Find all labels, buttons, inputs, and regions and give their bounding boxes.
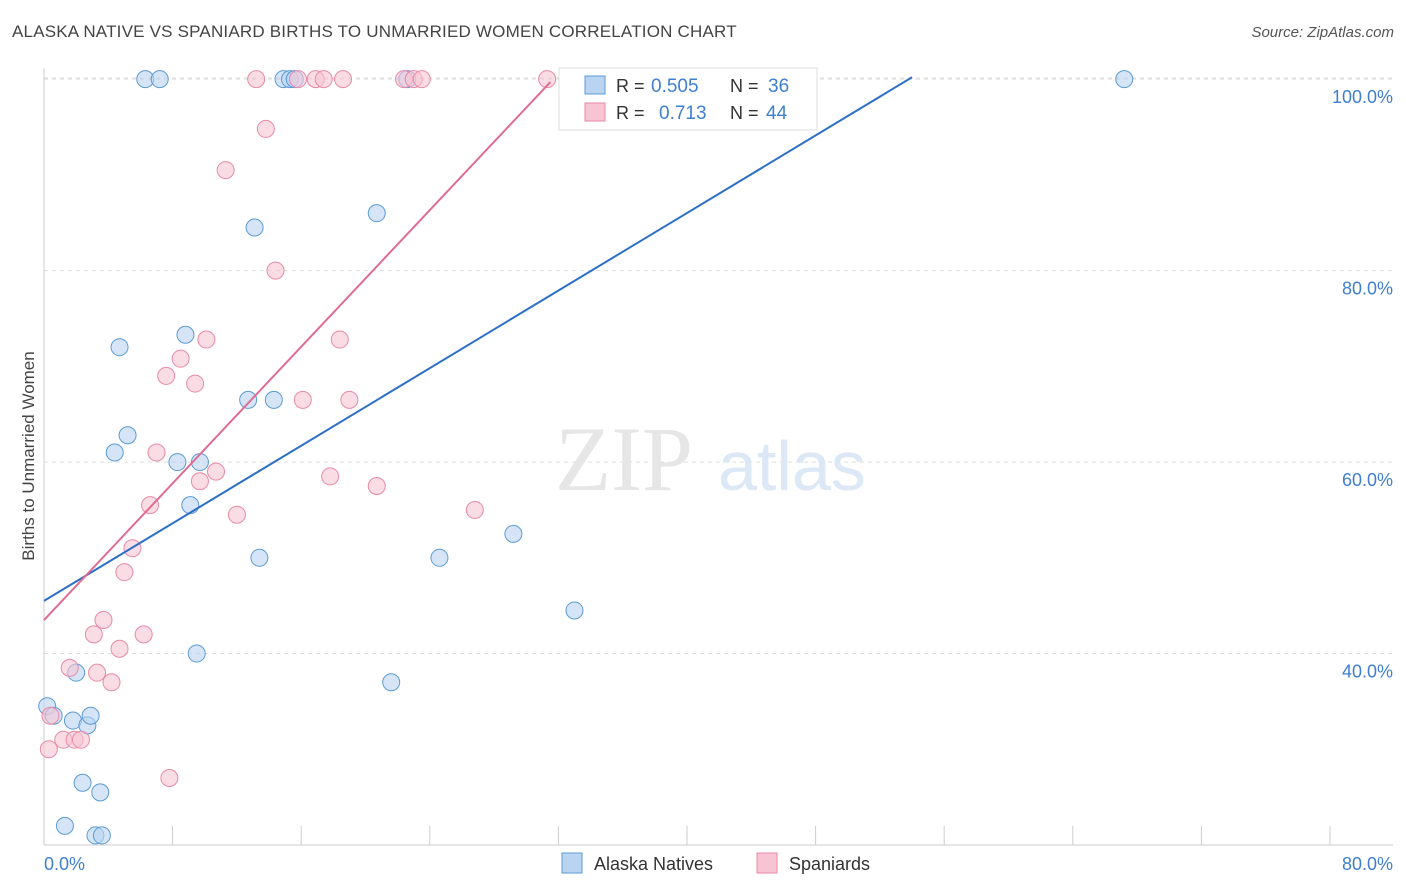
spaniards-point-25 bbox=[247, 70, 266, 89]
alaska-natives-point-13 bbox=[118, 426, 137, 445]
spaniards-point-19 bbox=[186, 374, 205, 393]
alaska-natives-point-33 bbox=[565, 601, 584, 620]
spaniards-point-15 bbox=[147, 443, 166, 462]
spaniards-point-28 bbox=[288, 70, 307, 89]
bottom-legend: Alaska Natives Spaniards bbox=[561, 852, 870, 874]
grid-lines bbox=[44, 77, 1393, 655]
alaska-natives-point-11 bbox=[105, 443, 124, 462]
alaska-natives-point-18 bbox=[181, 496, 200, 515]
legend-label-alaska-natives: Alaska Natives bbox=[594, 854, 713, 874]
alaska-natives-point-29 bbox=[382, 673, 401, 692]
alaska-natives-point-5 bbox=[73, 773, 92, 792]
spaniards-point-11 bbox=[115, 563, 134, 582]
spaniards-point-41 bbox=[538, 70, 557, 89]
stats-n-value-blue: 36 bbox=[768, 76, 789, 97]
alaska-natives-point-9 bbox=[91, 783, 110, 802]
spaniards-point-39 bbox=[412, 70, 431, 89]
y-tick-label-100: 100.0% bbox=[1332, 87, 1393, 107]
stats-legend: R = 0.505 N = 36 R = 0.713 N = 44 bbox=[558, 67, 818, 131]
spaniards-point-10 bbox=[110, 639, 129, 658]
alaska-natives-point-7 bbox=[81, 706, 100, 725]
alaska-natives-point-17 bbox=[176, 325, 195, 344]
alaska-natives-point-2 bbox=[55, 816, 74, 835]
spaniards-trend-line bbox=[43, 81, 552, 621]
stats-legend-swatch-blue bbox=[584, 75, 606, 95]
spaniards-point-36 bbox=[367, 477, 386, 496]
stats-r-label-pink: R = bbox=[616, 103, 645, 123]
alaska-natives-point-12 bbox=[110, 338, 129, 357]
legend-item-spaniards[interactable]: Spaniards bbox=[756, 852, 870, 874]
spaniards-point-14 bbox=[141, 496, 160, 515]
stats-r-value-blue: 0.505 bbox=[651, 76, 699, 97]
alaska-natives-point-23 bbox=[250, 548, 269, 567]
stats-r-value-pink: 0.713 bbox=[659, 103, 707, 124]
spaniards-point-24 bbox=[227, 505, 246, 524]
spaniards-point-7 bbox=[88, 663, 107, 682]
alaska-natives-point-21 bbox=[239, 390, 258, 409]
chart-source: Source: ZipAtlas.com bbox=[1251, 24, 1394, 41]
legend-swatch-alaska-natives bbox=[561, 852, 583, 874]
alaska-natives-point-15 bbox=[150, 70, 169, 89]
spaniards-point-18 bbox=[171, 349, 190, 368]
alaska-natives-point-16 bbox=[168, 453, 187, 472]
watermark: ZIP atlas bbox=[555, 408, 866, 510]
y-tick-label-40: 40.0% bbox=[1342, 662, 1393, 682]
spaniards-point-20 bbox=[190, 472, 209, 491]
stats-r-label-blue: R = bbox=[616, 76, 645, 96]
alaska-natives-point-35 bbox=[1115, 70, 1134, 89]
alaska-natives-trend-line bbox=[43, 76, 913, 602]
chart-title: ALASKA NATIVE VS SPANIARD BIRTHS TO UNMA… bbox=[12, 22, 737, 41]
spaniards-point-17 bbox=[160, 768, 179, 787]
spaniards-point-29 bbox=[293, 390, 312, 409]
alaska-natives-point-22 bbox=[245, 218, 264, 237]
spaniards-point-27 bbox=[266, 261, 285, 280]
x-tick-label-max: 80.0% bbox=[1342, 854, 1393, 874]
legend-label-spaniards: Spaniards bbox=[789, 854, 870, 874]
spaniards-point-23 bbox=[216, 161, 235, 180]
spaniards-point-40 bbox=[465, 500, 484, 519]
alaska-natives-point-10 bbox=[92, 826, 111, 845]
spaniards-point-31 bbox=[314, 70, 333, 89]
stats-legend-swatch-pink bbox=[584, 102, 606, 122]
alaska-natives-point-24 bbox=[264, 390, 283, 409]
trend-lines bbox=[43, 76, 913, 621]
alaska-natives-point-19 bbox=[187, 644, 206, 663]
x-axis-tick-labels: 0.0% 80.0% bbox=[44, 854, 1393, 874]
spaniards-point-21 bbox=[197, 330, 216, 349]
y-axis-tick-labels: 40.0% 60.0% 80.0% 100.0% bbox=[1332, 87, 1393, 681]
spaniards-point-33 bbox=[330, 330, 349, 349]
stats-n-value-pink: 44 bbox=[766, 103, 788, 124]
spaniards-point-35 bbox=[340, 390, 359, 409]
alaska-natives-point-28 bbox=[367, 204, 386, 223]
y-axis-label: Births to Unmarried Women bbox=[19, 351, 38, 560]
stats-n-label-blue: N = bbox=[730, 76, 759, 96]
spaniards-points bbox=[39, 70, 753, 787]
y-tick-label-80: 80.0% bbox=[1342, 279, 1393, 299]
alaska-natives-point-31 bbox=[430, 548, 449, 567]
spaniards-point-3 bbox=[60, 658, 79, 677]
spaniards-point-5 bbox=[71, 730, 90, 749]
spaniards-point-32 bbox=[321, 467, 340, 486]
spaniards-point-34 bbox=[333, 70, 352, 89]
spaniards-point-22 bbox=[207, 462, 226, 481]
spaniards-point-0 bbox=[39, 740, 58, 759]
spaniards-point-16 bbox=[157, 366, 176, 385]
spaniards-point-13 bbox=[134, 625, 153, 644]
spaniards-point-9 bbox=[102, 673, 121, 692]
alaska-natives-point-32 bbox=[504, 524, 523, 543]
x-tick-label-min: 0.0% bbox=[44, 854, 85, 874]
spaniards-point-6 bbox=[84, 625, 103, 644]
legend-swatch-spaniards bbox=[756, 852, 778, 874]
watermark-atlas: atlas bbox=[718, 427, 866, 505]
x-axis-ticks bbox=[43, 826, 1331, 845]
watermark-zip: ZIP bbox=[555, 408, 693, 510]
spaniards-point-26 bbox=[256, 119, 275, 138]
y-tick-label-60: 60.0% bbox=[1342, 470, 1393, 490]
stats-n-label-pink: N = bbox=[730, 103, 759, 123]
spaniards-point-8 bbox=[94, 611, 113, 630]
legend-item-alaska-natives[interactable]: Alaska Natives bbox=[561, 852, 713, 874]
spaniards-point-1 bbox=[41, 706, 60, 725]
